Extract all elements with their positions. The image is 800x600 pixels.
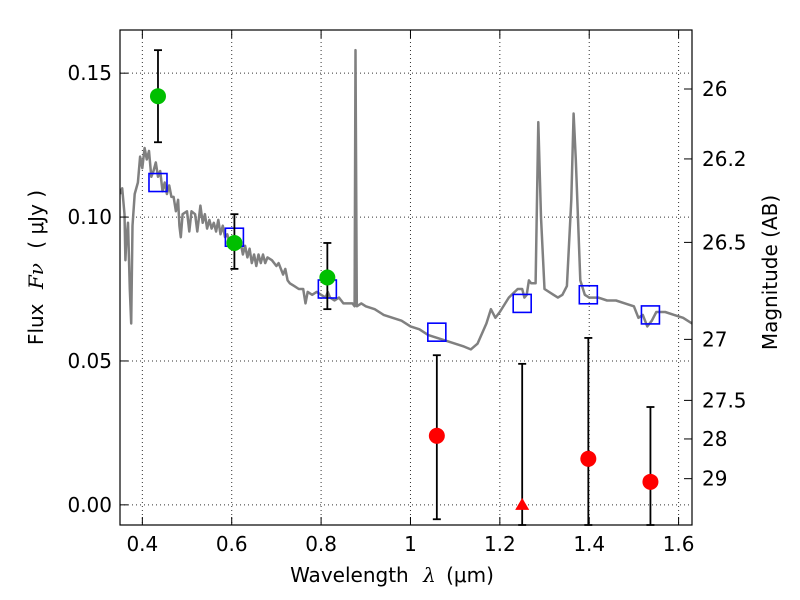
x-axis-label-unit: (μm) — [446, 563, 494, 587]
nondetection-point — [428, 427, 445, 444]
y2-tick-label: 26.5 — [702, 230, 747, 254]
y2-tick-label: 27.5 — [702, 388, 747, 412]
y-tick-label: 0.10 — [67, 205, 112, 229]
x-axis-label-symbol: λ — [422, 563, 436, 587]
y-axis-label-text: Flux — [24, 303, 48, 345]
model-photometry-square — [148, 172, 168, 193]
detection-point — [149, 88, 166, 105]
detection-point — [226, 234, 243, 251]
model-photometry-square — [640, 305, 661, 325]
y-tick-label: 0.00 — [67, 493, 112, 517]
model-photometry-square — [512, 293, 532, 314]
y2-tick-label: 28 — [702, 427, 727, 451]
nondetection-upper-limit-marker — [515, 497, 530, 510]
x-tick-label: 0.8 — [305, 532, 337, 556]
x-tick-label: 1 — [404, 532, 417, 556]
nondetection-point — [580, 450, 597, 467]
model-photometry-square — [578, 284, 599, 305]
y-axis-label-symbol: Fν — [24, 263, 48, 290]
x-tick-label: 1.6 — [663, 532, 695, 556]
nondetection-point — [642, 473, 659, 490]
y2-tick-label: 27 — [702, 327, 727, 351]
x-axis-label-text: Wavelength — [290, 563, 409, 587]
ticks: 0.4 0.6 0.8 1 1.2 1.4 1.6 0.00 0.05 0.10 0.15 26 26.… — [67, 30, 747, 556]
model-photometry-square — [427, 322, 447, 342]
y-axis-label-unit: ( μJy ) — [24, 190, 48, 249]
x-tick-label: 0.6 — [216, 532, 248, 556]
y-tick-label: 0.15 — [67, 61, 112, 85]
axes-frame — [119, 29, 693, 526]
y-axis-label: Flux Fν ( μJy ) — [24, 190, 48, 345]
grid-lines — [120, 30, 692, 525]
y2-tick-label: 26.2 — [702, 147, 747, 171]
secondary-y-axis-label: Magnitude (AB) — [758, 195, 782, 350]
x-tick-label: 1.2 — [484, 532, 516, 556]
plot-area — [120, 48, 692, 526]
x-tick-label: 0.4 — [126, 532, 158, 556]
y2-tick-label: 26 — [702, 77, 727, 101]
model-spectrum-line — [120, 48, 692, 351]
detection-point — [319, 269, 336, 286]
y-tick-label: 0.05 — [67, 349, 112, 373]
x-axis-label: Wavelength λ (μm) — [290, 563, 494, 587]
y2-tick-label: 29 — [702, 467, 727, 491]
x-tick-label: 1.4 — [573, 532, 605, 556]
